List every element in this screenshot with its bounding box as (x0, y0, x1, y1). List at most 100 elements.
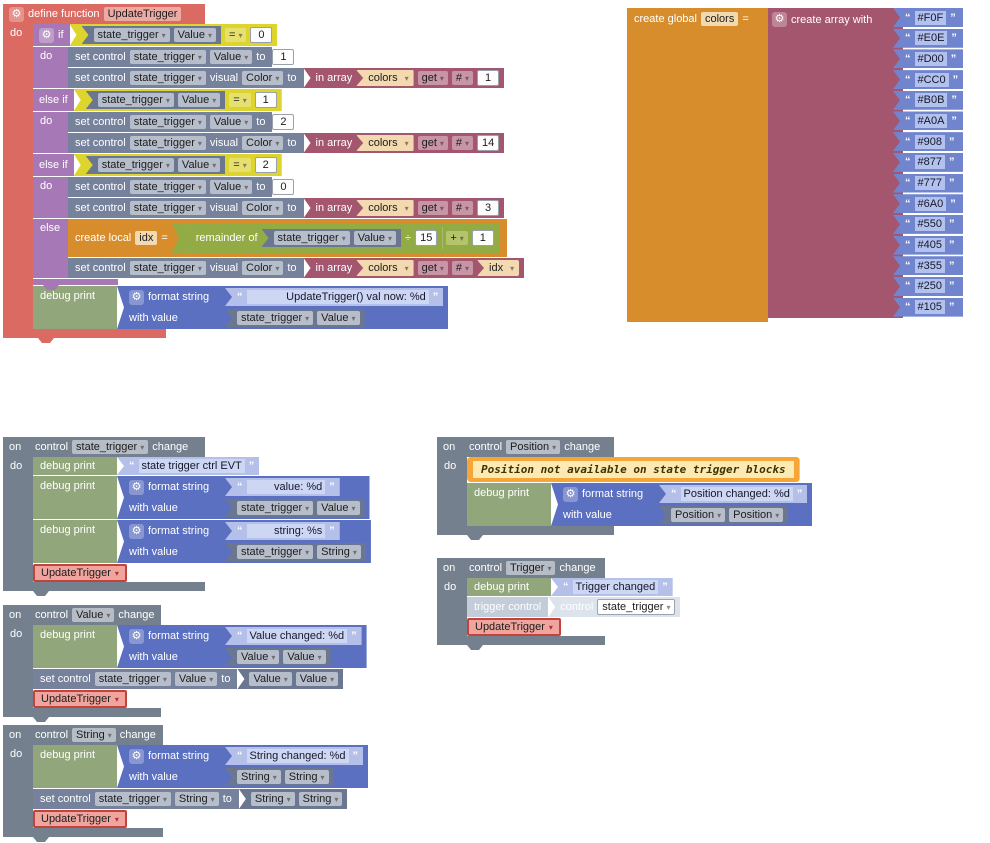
update-trigger-call-block[interactable]: UpdateTrigger (467, 618, 561, 636)
control-dropdown[interactable]: state_trigger (129, 180, 206, 194)
gear-icon[interactable] (129, 748, 144, 764)
update-trigger-call-block[interactable]: UpdateTrigger (33, 810, 127, 828)
gear-icon[interactable] (129, 289, 144, 305)
number-field[interactable]: 2 (272, 114, 295, 130)
set-control-string-block[interactable]: set control state_trigger String to Stri… (33, 789, 348, 809)
string-field[interactable]: #6A0 (914, 196, 947, 211)
number-field[interactable]: 1 (471, 230, 494, 246)
control-dropdown[interactable]: Trigger (506, 561, 556, 575)
string-field[interactable]: #405 (914, 238, 945, 253)
control-property-block[interactable]: String String (238, 789, 348, 809)
add-block[interactable]: remainder of state_trigger Value ÷ 15 (171, 223, 500, 253)
trigger-control-block[interactable]: trigger control control state_trigger (467, 597, 681, 617)
event-string-change-block[interactable]: on control String change do debug print … (3, 725, 369, 842)
control-dropdown[interactable]: String (237, 770, 281, 784)
index-mode-dropdown[interactable]: # (451, 136, 474, 150)
define-function-header[interactable]: define function UpdateTrigger (3, 4, 205, 24)
control-dropdown[interactable]: state_trigger (237, 545, 314, 559)
warning-block[interactable]: Position not available on state trigger … (467, 457, 800, 482)
control-dropdown[interactable]: Value (237, 650, 280, 664)
index-mode-dropdown[interactable]: # (451, 261, 474, 275)
gear-icon[interactable] (129, 523, 144, 539)
string-field[interactable]: #777 (914, 176, 945, 190)
control-dropdown[interactable]: state_trigger (93, 28, 170, 42)
operator-dropdown[interactable]: = (229, 93, 251, 107)
string-item-block[interactable]: #405 (893, 235, 964, 255)
string-literal-block[interactable]: Trigger changed (551, 578, 673, 596)
string-field[interactable]: state trigger ctrl EVT (138, 459, 245, 473)
format-string-block[interactable]: format string Position changed: %d with … (551, 483, 813, 526)
local-variable-field[interactable]: idx (135, 231, 158, 245)
control-dropdown[interactable]: Value (249, 672, 292, 686)
string-item-block[interactable]: #550 (893, 214, 964, 234)
property-dropdown[interactable]: Value (317, 501, 360, 515)
control-dropdown[interactable]: state_trigger (129, 115, 206, 129)
debug-print-block[interactable]: debug print format string String changed… (33, 745, 369, 788)
global-variable-field[interactable]: colors (701, 12, 739, 26)
set-control-color-block[interactable]: set control state_trigger visual Color t… (68, 68, 505, 88)
comparison-block[interactable]: state_trigger Value = 2 (73, 154, 282, 176)
string-field[interactable]: #D00 (914, 51, 947, 66)
colors-variable-block[interactable]: colors (356, 135, 414, 151)
string-literal-block[interactable]: value: %d (225, 478, 340, 496)
string-item-block[interactable]: #B0B (893, 90, 964, 110)
create-global-block[interactable]: create global colors = create array with… (627, 8, 964, 322)
set-control-color-block[interactable]: set control state_trigger visual Color t… (68, 258, 525, 278)
visual-dropdown[interactable]: Color (242, 201, 284, 215)
control-dropdown[interactable]: state_trigger (129, 201, 206, 215)
comparison-block[interactable]: state_trigger Value = 1 (73, 89, 282, 111)
string-item-block[interactable]: #355 (893, 256, 964, 276)
control-property-block[interactable]: state_trigger Value (81, 26, 222, 44)
set-control-value-block[interactable]: set control state_trigger Value to 2 (68, 112, 295, 132)
string-field[interactable]: #105 (914, 300, 945, 315)
string-field[interactable]: #F0F (914, 10, 947, 25)
control-dropdown[interactable]: state_trigger (94, 672, 171, 686)
string-item-block[interactable]: #E0E (893, 28, 964, 48)
format-string-block[interactable]: format string String changed: %d with va… (117, 745, 369, 788)
string-literal-block[interactable]: Value changed: %d (225, 627, 362, 645)
number-field[interactable]: 3 (477, 200, 500, 216)
string-field[interactable]: value: %d (246, 480, 326, 494)
property-dropdown[interactable]: Value (317, 311, 360, 325)
in-array-block[interactable]: in array colors get # 3 (303, 198, 505, 218)
format-string-block[interactable]: format string value: %d with value state… (117, 476, 370, 519)
control-dropdown[interactable]: state_trigger (237, 311, 314, 325)
visual-dropdown[interactable]: Color (242, 71, 284, 85)
number-field[interactable]: 0 (272, 179, 295, 195)
get-dropdown[interactable]: get (417, 201, 448, 215)
set-control-color-block[interactable]: set control state_trigger visual Color t… (68, 133, 505, 153)
update-trigger-call-block[interactable]: UpdateTrigger (33, 690, 127, 708)
string-field[interactable]: #908 (914, 134, 945, 149)
gear-icon[interactable] (772, 12, 787, 27)
string-item-block[interactable]: #105 (893, 297, 964, 317)
format-string-block[interactable]: format string UpdateTrigger() val now: %… (117, 286, 449, 329)
control-dropdown[interactable]: state_trigger (237, 501, 314, 515)
create-array-block[interactable]: create array with #F0F #E0E #D00 #CC0 #B… (768, 8, 964, 318)
index-mode-dropdown[interactable]: # (451, 201, 474, 215)
control-dropdown[interactable]: state_trigger (129, 136, 206, 150)
colors-variable-block[interactable]: colors (356, 200, 414, 216)
control-property-block[interactable]: Value Value (237, 669, 344, 689)
visual-dropdown[interactable]: Color (242, 136, 284, 150)
get-dropdown[interactable]: get (417, 71, 448, 85)
control-dropdown[interactable]: String (72, 728, 116, 742)
in-array-block[interactable]: in array colors get # 1 (303, 68, 505, 88)
string-field[interactable]: #250 (914, 279, 945, 294)
gear-icon[interactable] (9, 6, 24, 22)
property-dropdown[interactable]: Value (173, 28, 217, 42)
control-property-block[interactable]: state_trigger Value (225, 309, 365, 327)
string-field[interactable]: #A0A (914, 113, 948, 128)
get-dropdown[interactable]: get (417, 136, 448, 150)
property-dropdown[interactable]: Value (295, 672, 339, 686)
property-dropdown[interactable]: Value (283, 650, 326, 664)
update-trigger-call-block[interactable]: UpdateTrigger (33, 564, 127, 582)
string-field[interactable]: Value changed: %d (246, 629, 348, 643)
operator-dropdown[interactable]: = (229, 158, 251, 172)
create-local-block[interactable]: create local idx = remainder of state_tr… (68, 219, 507, 257)
debug-print-block[interactable]: debug print format string Value changed:… (33, 625, 367, 668)
number-field[interactable]: 0 (250, 27, 273, 43)
string-literal-block[interactable]: UpdateTrigger() val now: %d (225, 288, 444, 306)
string-field[interactable]: #E0E (914, 31, 948, 46)
string-field[interactable]: Trigger changed (572, 580, 659, 594)
string-item-block[interactable]: #6A0 (893, 194, 964, 214)
